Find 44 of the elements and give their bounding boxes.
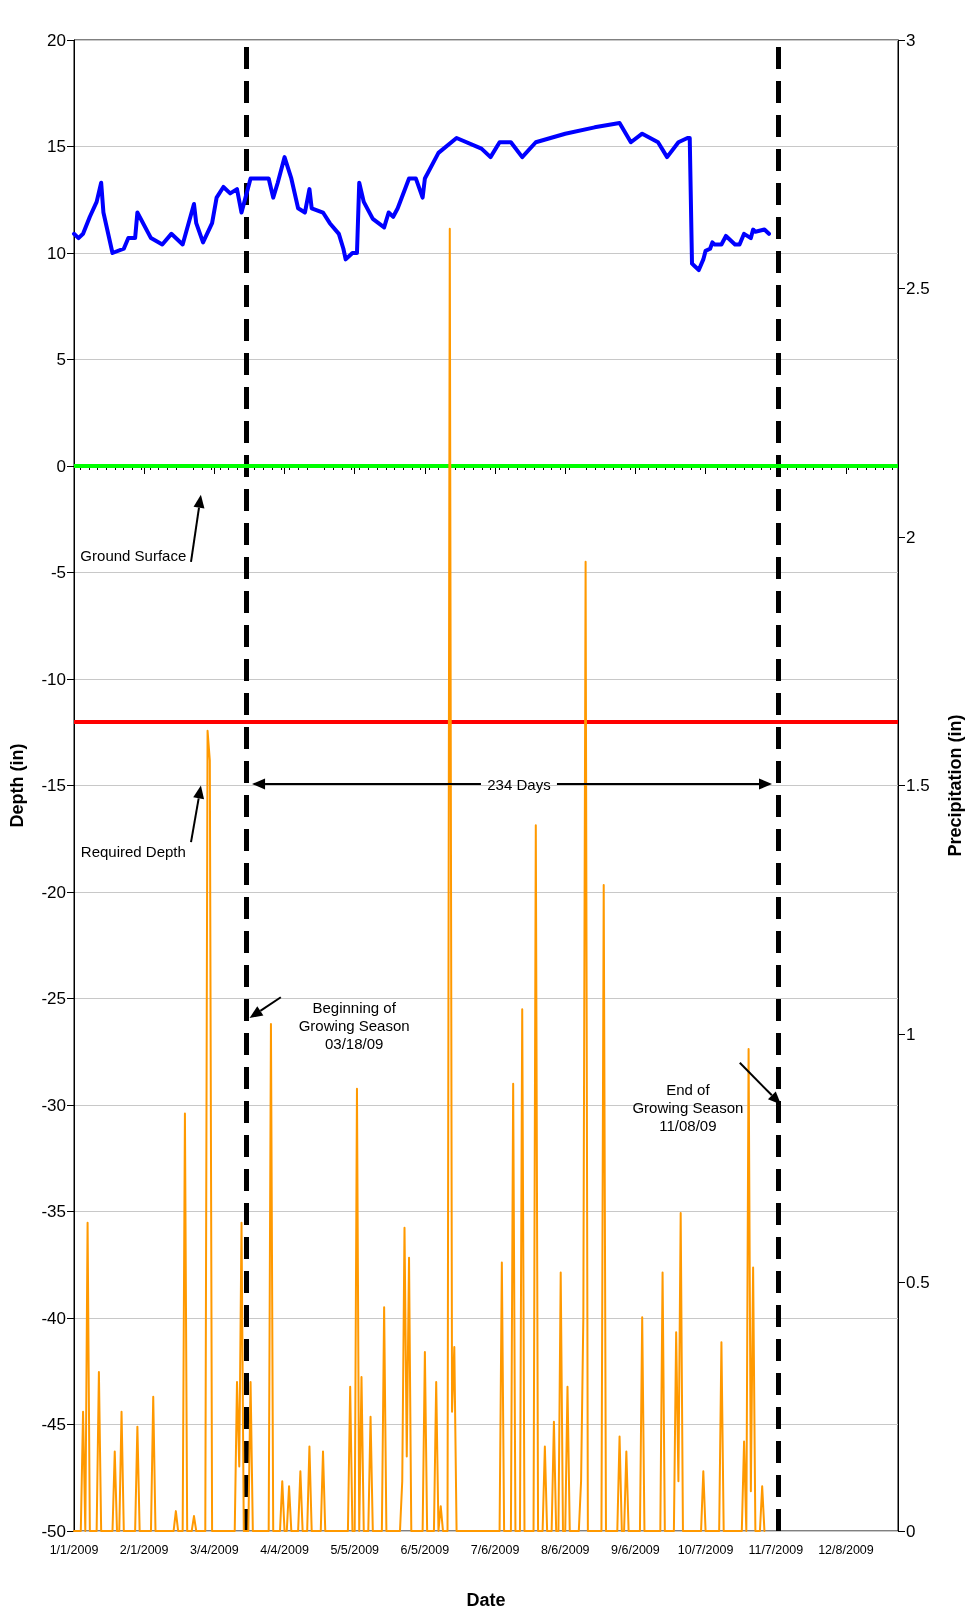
y-tick-label: -20 <box>41 882 66 902</box>
y-tick-label: 5 <box>56 350 66 369</box>
annotation: Required Depth <box>80 842 186 860</box>
x-tick-label: 1/1/2009 <box>49 1542 99 1557</box>
y-tick-label: -25 <box>41 989 66 1008</box>
y-tick-label: -10 <box>41 669 66 689</box>
x-tick-label: 5/5/2009 <box>330 1542 380 1557</box>
y-tick-label: -35 <box>41 1202 66 1221</box>
x-tick-label: 11/7/2009 <box>748 1542 804 1557</box>
x-tick-label: 8/6/2009 <box>540 1542 590 1557</box>
x-tick-label: 3/4/2009 <box>190 1542 239 1557</box>
y-tick-label: -40 <box>41 1308 66 1328</box>
y2-axis-title: Precipitation (in) <box>945 714 965 857</box>
y-tick-label: -15 <box>41 776 66 795</box>
y-tick-label: 0 <box>56 456 66 476</box>
y-tick-label: -30 <box>41 1095 66 1115</box>
y-tick-label: 20 <box>47 30 66 50</box>
x-tick-label: 12/8/2009 <box>818 1542 874 1557</box>
annotation: 234 Days <box>487 775 551 793</box>
x-axis-title: Date <box>466 1590 506 1610</box>
annotation: End of Growing Season 11/08/09 <box>632 1081 744 1135</box>
x-tick-label: 7/6/2009 <box>470 1542 520 1557</box>
annotation: Beginning of Growing Season 03/18/09 <box>298 999 410 1053</box>
y-tick-label: -50 <box>41 1521 66 1541</box>
y2-tick-label: 0 <box>906 1521 916 1541</box>
y2-tick-label: 1.5 <box>906 776 930 795</box>
y2-tick-label: 0.5 <box>906 1273 930 1292</box>
y-tick-label: 15 <box>47 137 66 156</box>
line-series <box>72 121 771 273</box>
y-tick-label: -5 <box>50 563 66 582</box>
line-series <box>73 227 766 1532</box>
y-tick-label: 10 <box>47 243 66 263</box>
x-tick-label: 9/6/2009 <box>611 1542 660 1557</box>
y-tick-label: -45 <box>41 1415 66 1434</box>
x-tick-label: 6/5/2009 <box>400 1542 450 1557</box>
y2-tick-label: 1 <box>906 1024 916 1044</box>
y2-tick-label: 3 <box>906 30 916 50</box>
x-tick-label: 4/4/2009 <box>260 1542 309 1557</box>
y-axis-title: Depth (in) <box>7 743 27 828</box>
y2-tick-label: 2 <box>906 527 916 547</box>
annotation: Ground Surface <box>80 547 187 565</box>
y2-tick-label: 2.5 <box>906 279 930 298</box>
x-tick-label: 10/7/2009 <box>677 1542 734 1557</box>
x-tick-label: 2/1/2009 <box>119 1542 169 1557</box>
